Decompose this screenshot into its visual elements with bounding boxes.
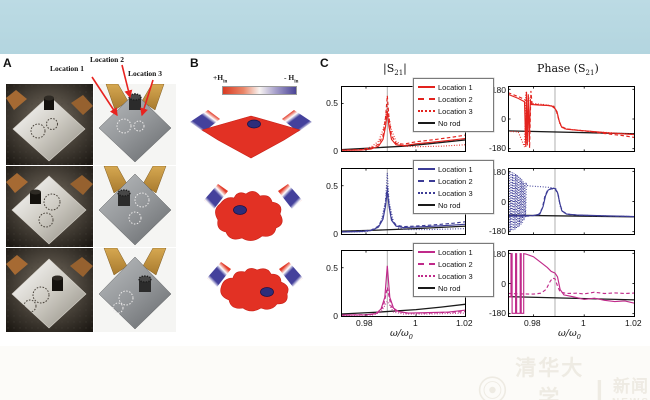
phase-column-title: Phase (S21) bbox=[537, 62, 599, 78]
legend-line-black-icon bbox=[418, 204, 435, 206]
legend-line-dashed-icon bbox=[418, 263, 435, 265]
field-colorbar bbox=[222, 86, 297, 95]
xtick-098-ph: 0.98 bbox=[524, 318, 541, 328]
ytick-ph-0-row2: 0 bbox=[501, 197, 506, 207]
legend-line-solid-icon bbox=[418, 168, 435, 170]
legend-line-dashed-icon bbox=[418, 180, 435, 182]
watermark-news-cn: 新闻 bbox=[613, 377, 649, 397]
photo-config-1 bbox=[6, 84, 93, 165]
watermark-university-cn: 清华大学 bbox=[515, 355, 585, 400]
legend-line-dotted-icon bbox=[418, 192, 435, 194]
legend-row3: Location 1 Location 2 Location 3 No rod bbox=[413, 243, 494, 297]
xtick-098-mag: 0.98 bbox=[356, 318, 373, 328]
panel-a-label: A bbox=[3, 56, 12, 70]
university-emblem-icon bbox=[478, 376, 507, 400]
watermark: 清华大学 Tsinghua University | 新闻 NEWS bbox=[478, 352, 650, 400]
legend-row1: Location 1 Location 2 Location 3 No rod bbox=[413, 78, 494, 132]
ytick-mag-05-row2: 0.5 bbox=[326, 181, 338, 191]
ytick-ph-n180-row2: -180 bbox=[488, 226, 506, 236]
ytick-ph-180-row3: 180 bbox=[491, 249, 506, 259]
s21-phase-plot-row1 bbox=[508, 86, 635, 152]
xtick-102-mag: 1.02 bbox=[456, 318, 473, 328]
ytick-ph-180-row1: 180 bbox=[491, 85, 506, 95]
xtick-1-ph: 1 bbox=[581, 318, 586, 328]
field-map-location-2 bbox=[190, 110, 312, 159]
location-3-label: Location 3 bbox=[128, 69, 162, 78]
location-2-label: Location 2 bbox=[90, 55, 124, 64]
colorbar-plus-label: +Hin bbox=[213, 73, 228, 85]
ytick-mag-0-row2: 0 bbox=[333, 229, 338, 239]
s21-phase-plot-row2 bbox=[508, 168, 635, 235]
legend-line-solid-icon bbox=[418, 86, 435, 88]
legend-line-black-icon bbox=[418, 287, 435, 289]
ytick-ph-0-row1: 0 bbox=[501, 114, 506, 124]
legend-line-black-icon bbox=[418, 122, 435, 124]
s21-phase-plot-row3 bbox=[508, 250, 635, 317]
legend-line-solid-icon bbox=[418, 251, 435, 253]
ytick-ph-n180-row3: -180 bbox=[488, 308, 506, 318]
ytick-ph-n180-row1: -180 bbox=[488, 143, 506, 153]
xtick-1-mag: 1 bbox=[413, 318, 418, 328]
photo-config-3 bbox=[6, 248, 93, 332]
photo-config-2 bbox=[6, 166, 93, 247]
location-1-label: Location 1 bbox=[50, 64, 84, 73]
render-config-3 bbox=[94, 248, 176, 332]
legend-line-dotted-icon bbox=[418, 275, 435, 277]
legend-line-dotted-icon bbox=[418, 110, 435, 112]
watermark-divider: | bbox=[595, 374, 603, 400]
legend-line-dashed-icon bbox=[418, 98, 435, 100]
panel-c-label: C bbox=[320, 56, 329, 70]
xlabel-phase: ω/ω0 bbox=[558, 328, 581, 341]
ytick-ph-180-row2: 180 bbox=[491, 167, 506, 177]
render-config-2 bbox=[94, 166, 176, 247]
field-map-location-1 bbox=[204, 184, 302, 241]
xtick-102-ph: 1.02 bbox=[625, 318, 642, 328]
colorbar-minus-label: - Hin bbox=[284, 73, 299, 85]
ytick-ph-0-row3: 0 bbox=[501, 279, 506, 289]
watermark-news-en: NEWS bbox=[612, 397, 650, 400]
ytick-mag-05-row3: 0.5 bbox=[326, 263, 338, 273]
xlabel-mag: ω/ω0 bbox=[390, 328, 413, 341]
top-banner bbox=[0, 0, 650, 54]
panel-b-label: B bbox=[190, 56, 199, 70]
ytick-mag-0-row3: 0 bbox=[333, 311, 338, 321]
magnitude-column-title: |S21| bbox=[383, 62, 407, 78]
ytick-mag-0-row1: 0 bbox=[333, 146, 338, 156]
location-arrows bbox=[91, 64, 154, 117]
field-map-location-3 bbox=[207, 262, 303, 312]
render-config-1 bbox=[94, 84, 176, 165]
ytick-mag-05-row1: 0.5 bbox=[326, 98, 338, 108]
legend-row2: Location 1 Location 2 Location 3 No rod bbox=[413, 160, 494, 214]
